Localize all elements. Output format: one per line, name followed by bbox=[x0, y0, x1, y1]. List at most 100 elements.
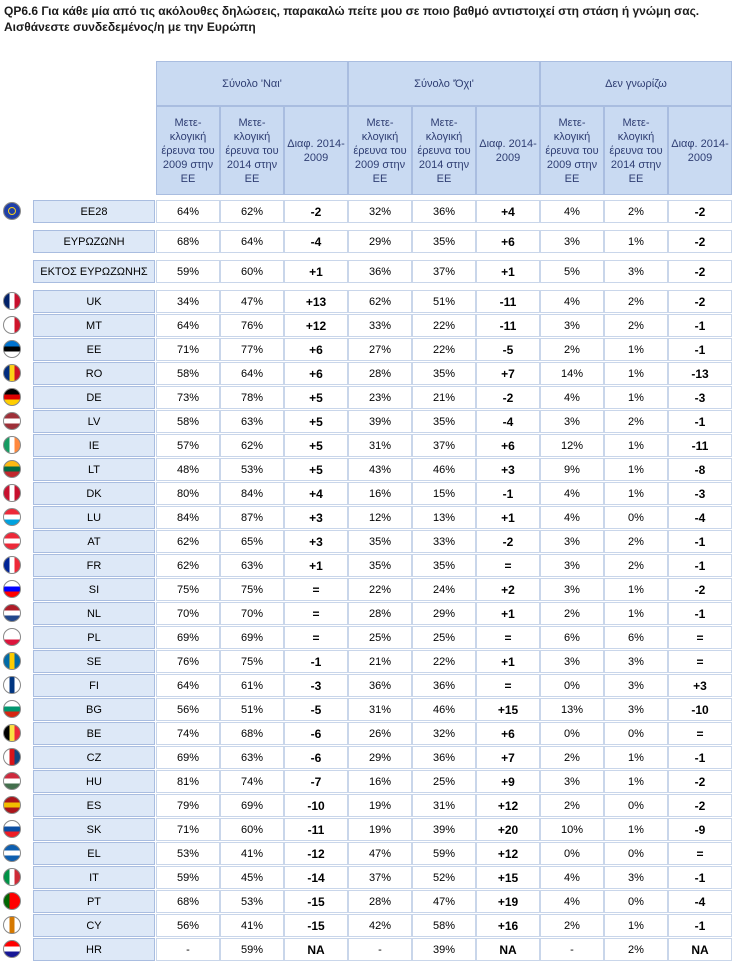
column-header: Μετε-κλογική έρευνα του 2014 στην ΕΕ bbox=[604, 106, 668, 195]
diff-cell: -1 bbox=[668, 530, 732, 553]
value-cell: 22% bbox=[412, 650, 476, 673]
value-cell: 1% bbox=[604, 482, 668, 505]
diff-cell: = bbox=[476, 554, 540, 577]
diff-cell: -2 bbox=[668, 200, 732, 223]
value-cell: 64% bbox=[156, 200, 220, 223]
flag-lu-icon bbox=[3, 508, 21, 526]
value-cell: 2% bbox=[604, 200, 668, 223]
row-label: DK bbox=[33, 482, 155, 505]
diff-cell: +6 bbox=[284, 362, 348, 385]
row-label: CZ bbox=[33, 746, 155, 769]
diff-cell: +2 bbox=[476, 578, 540, 601]
value-cell: 13% bbox=[540, 698, 604, 721]
value-cell: 3% bbox=[540, 554, 604, 577]
diff-cell: +3 bbox=[284, 506, 348, 529]
value-cell: 69% bbox=[156, 746, 220, 769]
diff-cell: -2 bbox=[668, 794, 732, 817]
flag-it-icon bbox=[3, 868, 21, 886]
value-cell: 37% bbox=[412, 434, 476, 457]
value-cell: 1% bbox=[604, 602, 668, 625]
value-cell: 36% bbox=[348, 674, 412, 697]
value-cell: 53% bbox=[220, 890, 284, 913]
value-cell: 6% bbox=[604, 626, 668, 649]
row-label: LT bbox=[33, 458, 155, 481]
value-cell: - bbox=[348, 938, 412, 961]
flag-el-icon bbox=[3, 844, 21, 862]
diff-cell: -3 bbox=[284, 674, 348, 697]
value-cell: 79% bbox=[156, 794, 220, 817]
diff-cell: -2 bbox=[668, 770, 732, 793]
page-title: QP6.6 Για κάθε μία από τις ακόλουθες δηλ… bbox=[4, 4, 700, 34]
value-cell: 52% bbox=[412, 866, 476, 889]
value-cell: 1% bbox=[604, 770, 668, 793]
diff-cell: -11 bbox=[476, 314, 540, 337]
value-cell: 74% bbox=[220, 770, 284, 793]
diff-cell: +7 bbox=[476, 746, 540, 769]
value-cell: 19% bbox=[348, 794, 412, 817]
value-cell: 81% bbox=[156, 770, 220, 793]
value-cell: 71% bbox=[156, 338, 220, 361]
value-cell: 21% bbox=[348, 650, 412, 673]
diff-cell: +9 bbox=[476, 770, 540, 793]
value-cell: 3% bbox=[604, 698, 668, 721]
flag-de-icon bbox=[3, 388, 21, 406]
flag-si-icon bbox=[3, 580, 21, 598]
diff-cell: -1 bbox=[284, 650, 348, 673]
row-label: AT bbox=[33, 530, 155, 553]
value-cell: 0% bbox=[604, 842, 668, 865]
value-cell: 84% bbox=[156, 506, 220, 529]
diff-cell: -1 bbox=[668, 914, 732, 937]
diff-cell: -9 bbox=[668, 818, 732, 841]
value-cell: 29% bbox=[348, 230, 412, 253]
diff-cell: +15 bbox=[476, 698, 540, 721]
diff-cell: NA bbox=[476, 938, 540, 961]
value-cell: 36% bbox=[348, 260, 412, 283]
value-cell: 73% bbox=[156, 386, 220, 409]
value-cell: 13% bbox=[412, 506, 476, 529]
value-cell: 32% bbox=[412, 722, 476, 745]
diff-cell: +5 bbox=[284, 458, 348, 481]
value-cell: 35% bbox=[348, 530, 412, 553]
row-label: NL bbox=[33, 602, 155, 625]
value-cell: 53% bbox=[156, 842, 220, 865]
diff-cell: -8 bbox=[668, 458, 732, 481]
value-cell: 56% bbox=[156, 698, 220, 721]
diff-cell: -1 bbox=[668, 410, 732, 433]
value-cell: 0% bbox=[604, 506, 668, 529]
row-label: FR bbox=[33, 554, 155, 577]
value-cell: 0% bbox=[604, 890, 668, 913]
value-cell: 3% bbox=[604, 650, 668, 673]
value-cell: 57% bbox=[156, 434, 220, 457]
value-cell: 37% bbox=[348, 866, 412, 889]
value-cell: 58% bbox=[412, 914, 476, 937]
value-cell: 62% bbox=[220, 434, 284, 457]
row-label: BG bbox=[33, 698, 155, 721]
value-cell: 10% bbox=[540, 818, 604, 841]
row-label: FI bbox=[33, 674, 155, 697]
value-cell: 35% bbox=[412, 410, 476, 433]
value-cell: 4% bbox=[540, 200, 604, 223]
diff-cell: -2 bbox=[476, 386, 540, 409]
diff-cell: +1 bbox=[284, 554, 348, 577]
diff-cell: -7 bbox=[284, 770, 348, 793]
diff-cell: -1 bbox=[668, 338, 732, 361]
diff-cell: +1 bbox=[476, 260, 540, 283]
flag-lv-icon bbox=[3, 412, 21, 430]
diff-cell: +1 bbox=[476, 650, 540, 673]
value-cell: 75% bbox=[220, 650, 284, 673]
value-cell: 4% bbox=[540, 482, 604, 505]
diff-cell: +1 bbox=[284, 260, 348, 283]
group-header: Σύνολο 'Όχι' bbox=[348, 61, 540, 106]
value-cell: 32% bbox=[348, 200, 412, 223]
value-cell: 4% bbox=[540, 386, 604, 409]
value-cell: 56% bbox=[156, 914, 220, 937]
row-label: BE bbox=[33, 722, 155, 745]
value-cell: 14% bbox=[540, 362, 604, 385]
diff-cell: -1 bbox=[668, 866, 732, 889]
value-cell: 2% bbox=[540, 914, 604, 937]
flag-mt-icon bbox=[3, 316, 21, 334]
value-cell: 2% bbox=[540, 794, 604, 817]
value-cell: 36% bbox=[412, 746, 476, 769]
diff-cell: -10 bbox=[668, 698, 732, 721]
